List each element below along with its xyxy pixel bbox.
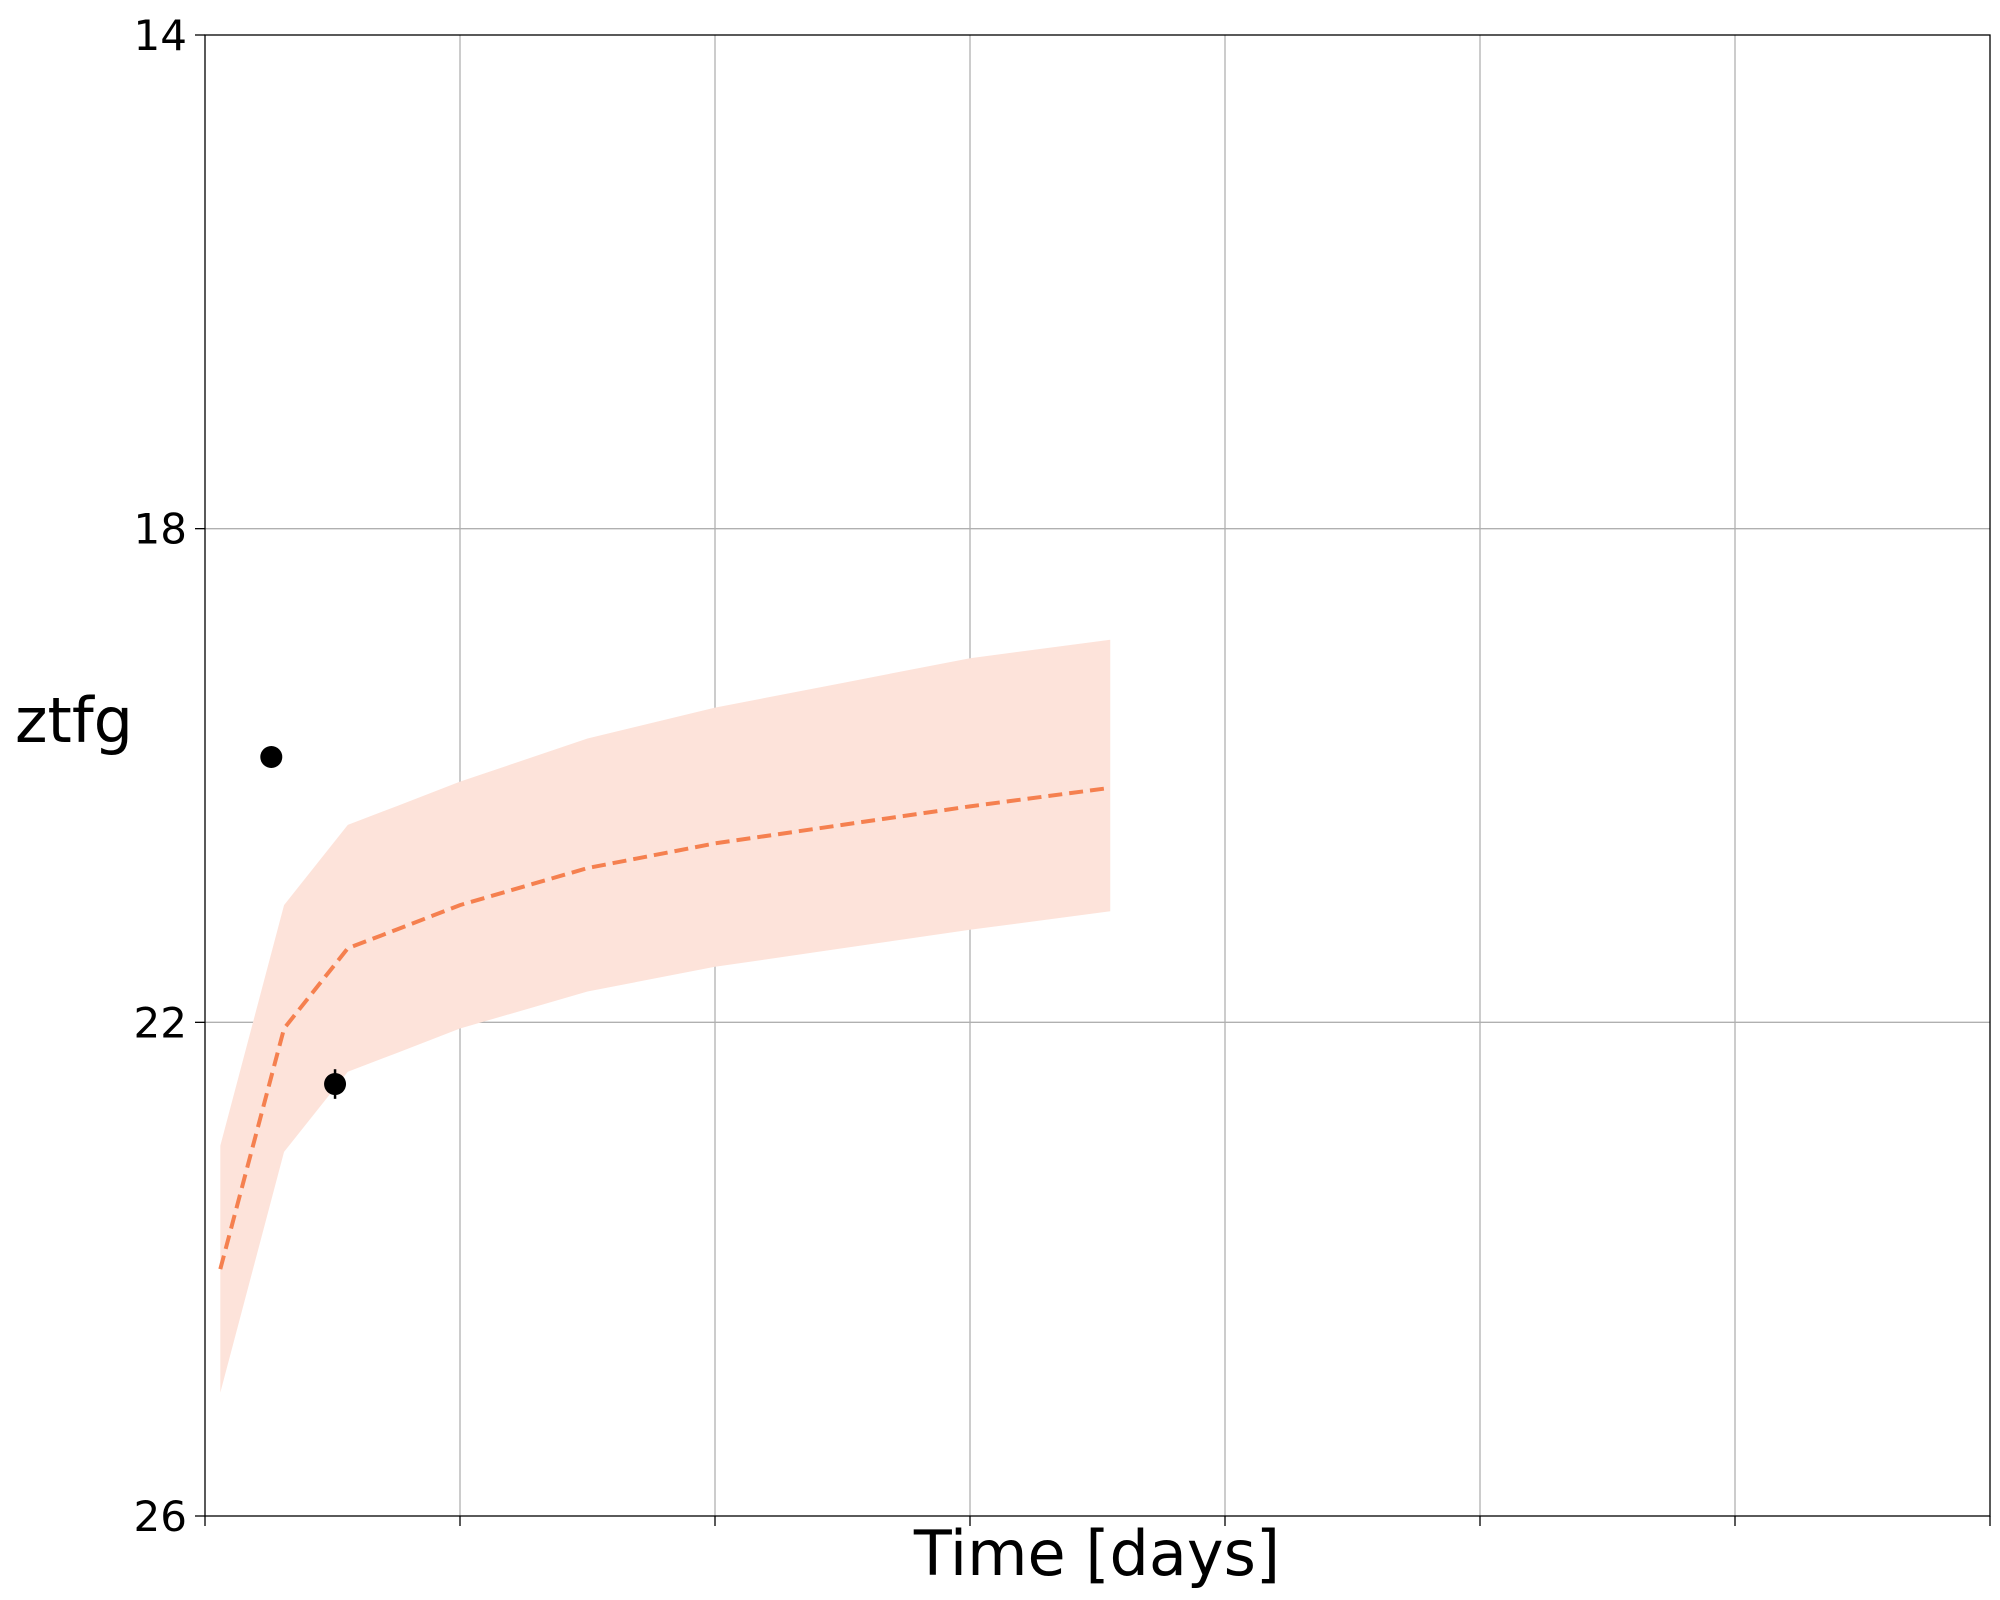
observation-point [260, 745, 283, 768]
x-axis-label: Time [days] [913, 1517, 1280, 1590]
ticks: 14 18 22 26 [134, 11, 1991, 1541]
y-tick-label: 26 [134, 1492, 187, 1541]
model-band-layer [220, 639, 1111, 1393]
model-uncertainty-band [220, 639, 1111, 1393]
plot-frame [204, 34, 1991, 1517]
observation-layer [260, 745, 347, 1099]
observation-point [324, 1073, 347, 1096]
y-tick-label: 22 [134, 998, 187, 1047]
model-line-layer [218, 785, 1111, 1270]
y-axis-label: ztfg [15, 684, 133, 757]
y-tick-label: 18 [134, 505, 187, 554]
y-tick-label: 14 [134, 11, 187, 60]
model-line [218, 785, 1111, 1270]
grid [205, 35, 1990, 1516]
